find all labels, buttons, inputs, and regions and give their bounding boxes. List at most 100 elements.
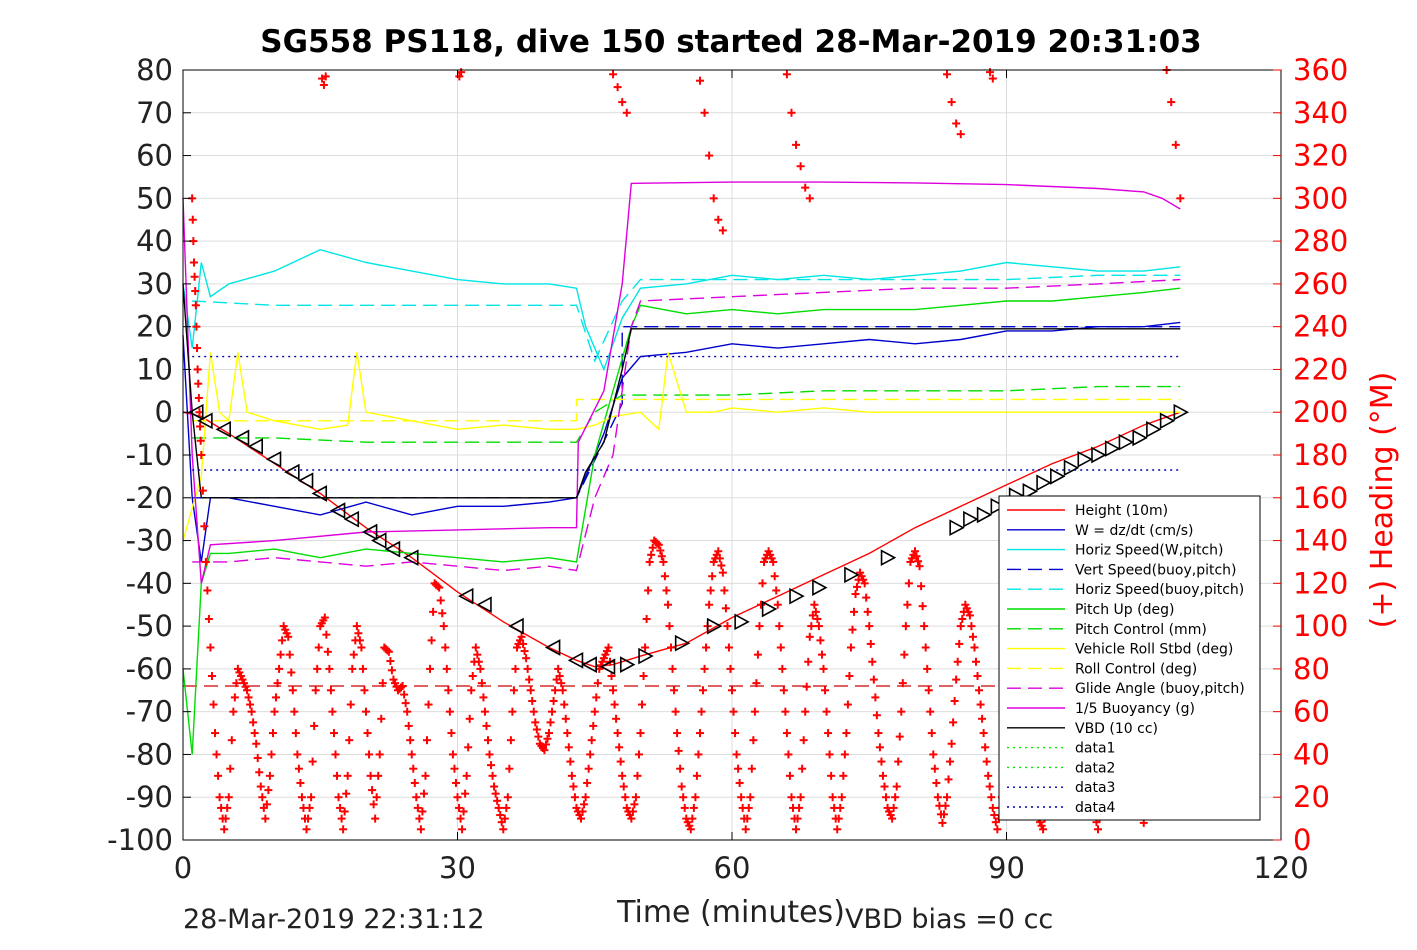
heading-point bbox=[944, 775, 953, 784]
heading-point bbox=[718, 568, 727, 577]
heading-point bbox=[398, 682, 407, 690]
heading-point bbox=[551, 686, 560, 695]
heading-point bbox=[201, 557, 210, 566]
heading-point bbox=[578, 807, 587, 816]
heading-point bbox=[714, 547, 723, 556]
heading-point bbox=[198, 486, 207, 495]
heading-point bbox=[801, 707, 810, 716]
heading-point bbox=[882, 793, 891, 802]
legend-label-data3: data3 bbox=[1075, 780, 1115, 796]
heading-point bbox=[814, 622, 823, 631]
heading-point bbox=[749, 736, 758, 745]
y2-tick-label: 280 bbox=[1293, 224, 1348, 258]
heading-point bbox=[194, 379, 203, 388]
heading-point bbox=[264, 786, 273, 795]
heading-point bbox=[563, 729, 572, 738]
depth-marker-triangle bbox=[619, 656, 636, 673]
heading-point bbox=[413, 803, 422, 812]
heading-point bbox=[636, 729, 645, 738]
heading-point bbox=[247, 707, 256, 716]
heading-point bbox=[203, 586, 212, 595]
heading-point bbox=[192, 322, 201, 331]
heading-point bbox=[534, 732, 543, 741]
depth-marker bbox=[1173, 403, 1190, 421]
depth-marker bbox=[812, 579, 828, 596]
heading-point bbox=[880, 782, 889, 791]
heading-point bbox=[708, 572, 717, 581]
heading-point bbox=[320, 613, 329, 622]
series-pitch-control-mm bbox=[192, 385, 1181, 443]
heading-point bbox=[811, 607, 820, 616]
heading-point bbox=[508, 707, 517, 716]
heading-point bbox=[545, 729, 553, 738]
heading-point bbox=[700, 108, 709, 117]
heading-point bbox=[958, 614, 967, 623]
heading-point bbox=[294, 764, 303, 773]
heading-point bbox=[755, 622, 764, 631]
heading-point bbox=[914, 557, 923, 566]
heading-point bbox=[377, 714, 386, 723]
heading-point bbox=[416, 825, 425, 834]
heading-point bbox=[918, 602, 927, 611]
heading-point bbox=[911, 547, 919, 556]
depth-marker-triangle bbox=[1118, 433, 1135, 451]
depth-marker-triangle bbox=[311, 485, 328, 502]
heading-point bbox=[796, 793, 805, 802]
heading-point bbox=[986, 68, 995, 77]
heading-point bbox=[923, 664, 932, 673]
depth-marker bbox=[638, 647, 654, 665]
heading-point bbox=[924, 686, 933, 695]
heading-point bbox=[336, 803, 345, 812]
heading-point bbox=[352, 622, 361, 631]
heading-point bbox=[369, 800, 378, 809]
heading-point bbox=[546, 718, 555, 727]
heading-point bbox=[737, 793, 746, 802]
heading-point bbox=[477, 679, 486, 688]
heading-point bbox=[705, 600, 714, 609]
heading-point bbox=[455, 803, 464, 812]
depth-marker bbox=[1104, 440, 1121, 457]
heading-point bbox=[993, 825, 1002, 834]
heading-point bbox=[255, 768, 264, 777]
heading-point bbox=[877, 757, 886, 766]
heading-point bbox=[688, 814, 697, 823]
heading-point bbox=[560, 700, 569, 709]
depth-marker-triangle bbox=[215, 420, 231, 438]
heading-point bbox=[584, 764, 593, 773]
heading-point bbox=[188, 215, 197, 224]
heading-point bbox=[973, 672, 982, 681]
heading-point bbox=[952, 119, 961, 128]
depth-marker bbox=[1091, 446, 1107, 464]
heading-point bbox=[947, 739, 956, 748]
heading-point bbox=[787, 793, 796, 802]
heading-point bbox=[984, 771, 993, 780]
heading-point bbox=[305, 803, 314, 812]
heading-point bbox=[404, 721, 413, 730]
heading-point bbox=[787, 108, 796, 117]
heading-point bbox=[587, 736, 596, 745]
heading-point bbox=[450, 764, 459, 773]
heading-point bbox=[645, 557, 654, 566]
heading-point bbox=[368, 786, 377, 795]
heading-point bbox=[502, 803, 511, 812]
heading-point bbox=[715, 554, 724, 563]
heading-point bbox=[821, 686, 830, 695]
depth-marker-triangle bbox=[976, 506, 993, 524]
heading-point bbox=[505, 764, 514, 773]
heading-point bbox=[258, 793, 267, 802]
y-tick-label: 10 bbox=[136, 352, 173, 386]
depth-marker-triangle bbox=[284, 463, 300, 481]
heading-point bbox=[488, 771, 497, 780]
heading-point bbox=[729, 707, 738, 716]
heading-point bbox=[926, 707, 935, 716]
heading-point bbox=[215, 793, 224, 802]
heading-point bbox=[307, 793, 316, 802]
legend-label-data4: data4 bbox=[1075, 800, 1116, 816]
heading-point bbox=[313, 664, 322, 673]
heading-point bbox=[525, 675, 534, 684]
heading-point bbox=[471, 643, 480, 652]
heading-point bbox=[828, 793, 837, 802]
depth-marker bbox=[599, 658, 616, 676]
heading-point bbox=[342, 789, 351, 798]
x-tick-label: 90 bbox=[988, 851, 1025, 885]
